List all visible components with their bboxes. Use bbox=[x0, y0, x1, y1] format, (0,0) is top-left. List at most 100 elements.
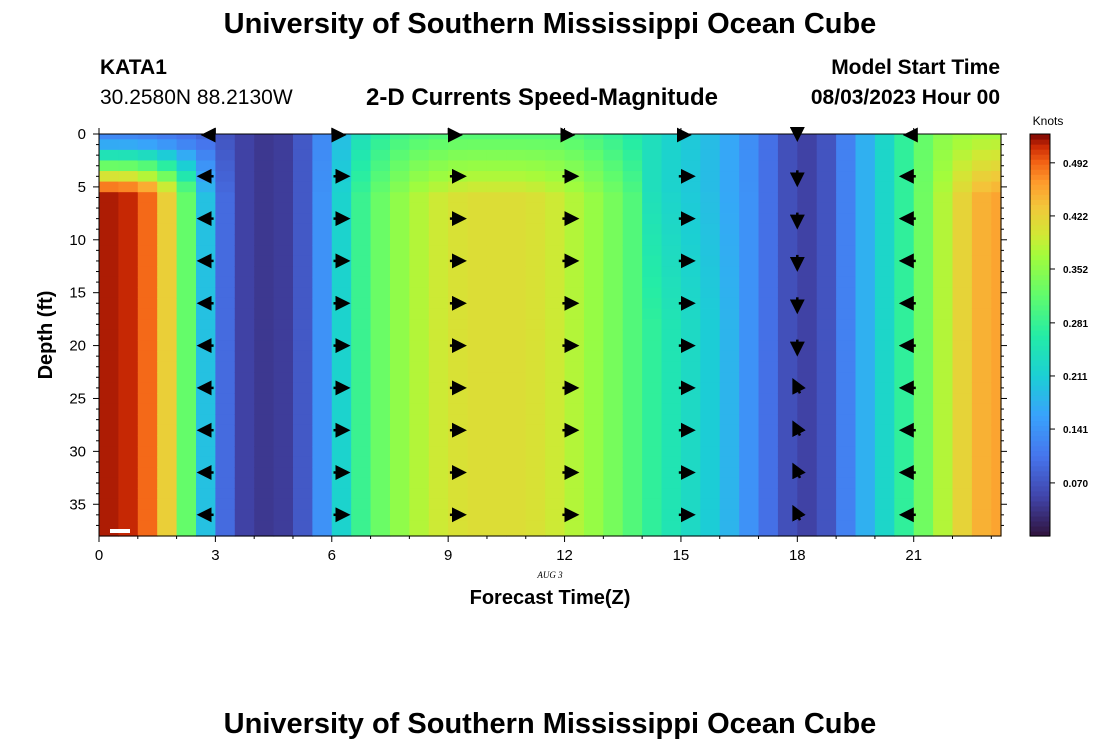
heatmap-cell bbox=[331, 414, 352, 426]
heatmap-cell bbox=[661, 372, 682, 384]
heatmap-cell bbox=[254, 255, 275, 267]
heatmap-cell bbox=[622, 171, 643, 183]
heatmap-cell bbox=[448, 192, 469, 204]
current-vectors bbox=[196, 127, 918, 523]
heatmap-cell bbox=[273, 435, 294, 447]
heatmap-cell bbox=[331, 477, 352, 489]
heatmap-cell bbox=[486, 340, 507, 352]
heatmap-cell bbox=[176, 234, 197, 246]
heatmap-cell bbox=[642, 171, 663, 183]
heatmap-cell bbox=[545, 446, 566, 458]
heatmap-cell bbox=[700, 308, 721, 320]
heatmap-cell bbox=[428, 213, 449, 225]
colorbar-segment bbox=[1030, 385, 1050, 391]
heatmap-cell bbox=[195, 223, 216, 236]
heatmap-cell bbox=[700, 498, 721, 511]
heatmap-cell bbox=[991, 414, 1002, 426]
heatmap-cell bbox=[99, 329, 119, 341]
heatmap-cell bbox=[137, 266, 158, 278]
heatmap-cell bbox=[583, 382, 604, 394]
heatmap-cell bbox=[622, 520, 643, 537]
heatmap-cell bbox=[583, 276, 604, 288]
heatmap-cell bbox=[254, 308, 275, 320]
heatmap-cell bbox=[254, 424, 275, 437]
heatmap-cell bbox=[797, 266, 818, 278]
heatmap-cell bbox=[913, 287, 934, 299]
heatmap-cell bbox=[292, 255, 313, 267]
heatmap-cell bbox=[273, 488, 294, 500]
heatmap-cell bbox=[816, 266, 837, 278]
heatmap-cell bbox=[603, 255, 624, 267]
heatmap-cell bbox=[739, 520, 760, 537]
heatmap-cell bbox=[855, 276, 876, 288]
heatmap-cell bbox=[777, 223, 798, 236]
heatmap-cell bbox=[933, 276, 954, 288]
heatmap-cell bbox=[836, 297, 857, 310]
heatmap-cell bbox=[952, 509, 973, 521]
heatmap-cell bbox=[292, 393, 313, 405]
heatmap-cell bbox=[642, 134, 663, 140]
heatmap-cell bbox=[777, 329, 798, 341]
heatmap-cell bbox=[254, 382, 275, 394]
heatmap-cell bbox=[118, 329, 139, 341]
heatmap-cell bbox=[700, 477, 721, 489]
heatmap-cell bbox=[312, 393, 333, 405]
heatmap-cell bbox=[894, 350, 915, 363]
heatmap-cell bbox=[351, 149, 372, 162]
heatmap-cell bbox=[739, 202, 760, 214]
heatmap-cell bbox=[816, 192, 837, 204]
heatmap-cell bbox=[331, 319, 352, 331]
heatmap-cell bbox=[545, 213, 566, 225]
heatmap-cell bbox=[971, 329, 992, 341]
heatmap-cell bbox=[99, 414, 119, 426]
chart-subtitle: 2-D Currents Speed-Magnitude bbox=[366, 84, 719, 111]
heatmap-cell bbox=[506, 477, 527, 489]
heatmap-cell bbox=[486, 149, 507, 162]
heatmap-cell bbox=[486, 297, 507, 310]
heatmap-cell bbox=[971, 372, 992, 384]
heatmap-cell bbox=[254, 340, 275, 352]
heatmap-cell bbox=[137, 393, 158, 405]
heatmap-cell bbox=[913, 223, 934, 236]
colorbar-segment bbox=[1030, 254, 1050, 261]
heatmap-cell bbox=[680, 181, 701, 193]
heatmap-cell bbox=[409, 160, 430, 172]
heatmap-cell bbox=[234, 488, 255, 500]
heatmap-cell bbox=[234, 424, 255, 437]
heatmap-cell bbox=[583, 266, 604, 278]
heatmap-cell bbox=[99, 213, 119, 225]
heatmap-cell bbox=[312, 213, 333, 225]
heatmap-cell bbox=[525, 160, 546, 172]
heatmap-cell bbox=[118, 134, 139, 140]
heatmap-cell bbox=[797, 424, 818, 437]
heatmap-cell bbox=[583, 213, 604, 225]
heatmap-cell bbox=[874, 361, 895, 373]
heatmap-cell bbox=[389, 266, 410, 278]
heatmap-cell bbox=[777, 245, 798, 257]
heatmap-cell bbox=[176, 297, 197, 310]
heatmap-cell bbox=[195, 456, 216, 468]
heatmap-cell bbox=[176, 340, 197, 352]
heatmap-cell bbox=[525, 403, 546, 415]
heatmap-cell bbox=[719, 382, 740, 394]
heatmap-cell bbox=[351, 319, 372, 331]
heatmap-cell bbox=[312, 202, 333, 214]
heatmap-cell bbox=[583, 414, 604, 426]
heatmap-cell bbox=[836, 319, 857, 331]
heatmap-cell bbox=[758, 223, 779, 236]
heatmap-cell bbox=[234, 266, 255, 278]
heatmap-cell bbox=[719, 456, 740, 468]
heatmap-cell bbox=[661, 319, 682, 331]
colorbar-segment bbox=[1030, 340, 1050, 346]
heatmap-cell bbox=[855, 477, 876, 489]
heatmap-cell bbox=[874, 456, 895, 468]
heatmap-cell bbox=[273, 255, 294, 267]
heatmap-cell bbox=[234, 149, 255, 162]
heatmap-cell bbox=[118, 149, 139, 162]
heatmap-cell bbox=[564, 234, 585, 246]
heatmap-cell bbox=[525, 192, 546, 204]
heatmap-cell bbox=[137, 435, 158, 447]
heatmap-cell bbox=[273, 498, 294, 511]
heatmap-cell bbox=[409, 276, 430, 288]
heatmap-cell bbox=[486, 361, 507, 373]
